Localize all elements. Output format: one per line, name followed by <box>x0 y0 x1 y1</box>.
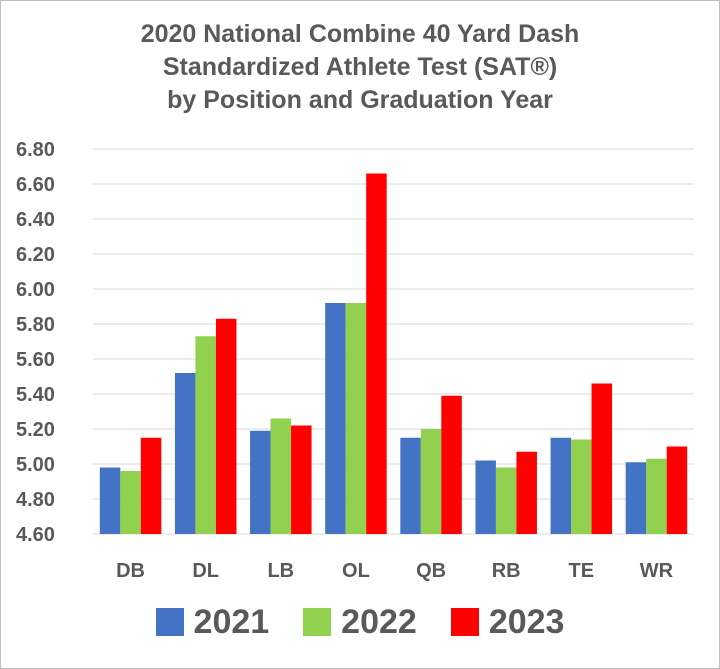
x-category-label-rb: RB <box>492 560 521 582</box>
x-category-label-wr: WR <box>640 560 674 582</box>
legend-swatch-2022 <box>303 608 332 636</box>
bar-te-2023 <box>591 383 613 534</box>
x-category-label-lb: LB <box>267 560 294 582</box>
y-tick-label: 6.40 <box>16 209 55 231</box>
bar-ol-2023 <box>366 173 387 534</box>
bar-qb-2022 <box>420 429 442 534</box>
bar-rb-2021 <box>475 460 496 534</box>
bar-qb-2021 <box>400 437 421 534</box>
x-category-label-db: DB <box>116 560 145 582</box>
bar-rb-2023 <box>516 451 537 534</box>
bar-dl-2021 <box>174 373 196 534</box>
bar-te-2021 <box>550 437 572 534</box>
bar-wr-2023 <box>666 446 688 534</box>
bars <box>99 173 688 534</box>
y-tick-label: 6.80 <box>16 139 55 161</box>
bar-ol-2021 <box>325 303 346 534</box>
x-category-label-te: TE <box>569 560 595 582</box>
chart-title: 2020 National Combine 40 Yard Dash Stand… <box>0 18 720 117</box>
y-axis-tick-labels: 4.60 4.80 5.00 5.20 5.40 5.60 5.80 6.00 6.20 6.40… <box>16 139 55 546</box>
legend-item-2021: 2021 <box>155 602 270 642</box>
y-tick-label: 6.20 <box>16 244 55 266</box>
bar-te-2022 <box>571 439 592 534</box>
bar-db-2022 <box>120 471 141 534</box>
y-tick-label: 5.20 <box>16 419 55 441</box>
legend-swatch-2023 <box>450 608 479 636</box>
y-tick-label: 5.60 <box>16 349 55 371</box>
legend-label-2021: 2021 <box>193 603 270 641</box>
x-category-label-dl: DL <box>192 560 219 582</box>
bar-dl-2022 <box>195 336 216 534</box>
bar-wr-2021 <box>625 462 647 534</box>
bar-db-2021 <box>99 467 121 534</box>
bar-wr-2022 <box>646 458 667 534</box>
y-tick-label: 5.00 <box>16 454 55 476</box>
y-tick-label: 6.00 <box>16 279 55 301</box>
y-tick-label: 5.40 <box>16 384 55 406</box>
bar-ol-2022 <box>345 303 367 534</box>
bar-lb-2023 <box>291 425 312 534</box>
legend-label-2022: 2022 <box>341 603 417 641</box>
chart-title-line-3: by Position and Graduation Year <box>167 86 553 114</box>
bar-lb-2022 <box>270 418 292 534</box>
y-tick-label: 4.60 <box>16 524 55 546</box>
x-category-label-ol: OL <box>342 560 370 582</box>
y-tick-label: 6.60 <box>16 174 55 196</box>
bar-dl-2023 <box>215 318 237 534</box>
bar-db-2023 <box>140 437 162 534</box>
y-tick-label: 4.80 <box>16 489 55 511</box>
bar-rb-2022 <box>495 467 517 534</box>
legend-label-2023: 2023 <box>488 603 565 641</box>
bar-qb-2023 <box>441 395 462 534</box>
legend: 2021 2022 2023 <box>0 602 720 642</box>
x-category-label-qb: QB <box>416 560 446 582</box>
legend-item-2023: 2023 <box>450 602 565 642</box>
y-tick-label: 5.80 <box>16 314 55 336</box>
x-axis-category-labels: DB DL LB OL QB RB TE WR <box>116 560 674 582</box>
chart-title-line-1: 2020 National Combine 40 Yard Dash <box>140 20 580 48</box>
chart-title-line-2: Standardized Athlete Test (SAT®) <box>162 53 558 81</box>
legend-item-2022: 2022 <box>303 602 417 642</box>
legend-swatch-2021 <box>155 608 184 636</box>
bar-lb-2021 <box>250 430 271 534</box>
